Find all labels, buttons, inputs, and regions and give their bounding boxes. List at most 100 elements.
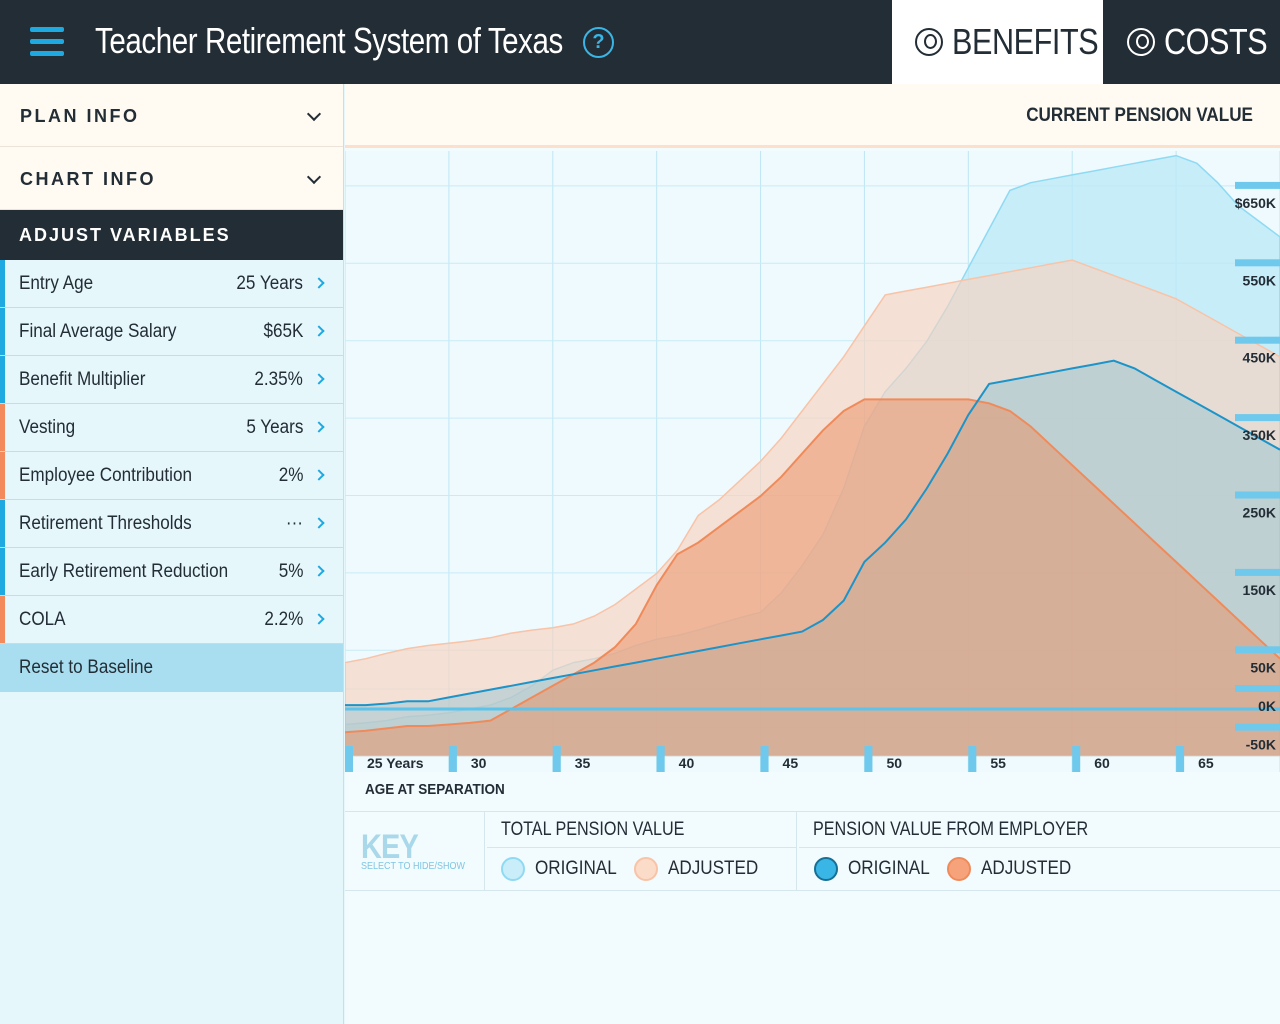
chart-panel: CURRENT PENSION VALUE $650K 550K 450K 350K 2… — [345, 84, 1280, 1024]
pension-chart: $650K 550K 450K 350K 250K 150K 50K 0K -50K 25 Yea… — [345, 151, 1280, 772]
variable-row[interactable]: Vesting 5 Years — [0, 404, 343, 452]
tab-benefits-label: BENEFITS — [952, 21, 1099, 62]
swatch-employer-original — [814, 857, 838, 881]
series-employer-adjusted-line — [345, 398, 1280, 734]
tab-benefits[interactable]: BENEFITS — [892, 0, 1103, 84]
chevron-down-icon — [306, 169, 322, 185]
row-accent — [0, 500, 5, 547]
help-icon[interactable]: ? — [583, 27, 614, 58]
y-tick-label: 50K — [1250, 659, 1276, 675]
tab-costs-label: COSTS — [1164, 21, 1268, 62]
variable-label: Entry Age — [19, 273, 94, 294]
y-tick-label: $650K — [1235, 195, 1276, 211]
chevron-right-icon — [313, 469, 325, 481]
y-tick-marker — [1235, 259, 1280, 267]
swatch-employer-adjusted — [947, 857, 971, 881]
x-tick-marker — [968, 746, 977, 772]
row-accent — [0, 548, 5, 595]
y-tick-label: 450K — [1243, 350, 1276, 366]
x-tick-marker — [864, 746, 873, 772]
variable-value: 2% — [278, 465, 303, 486]
x-tick-label: 60 — [1094, 755, 1110, 771]
key-employer-adjusted[interactable]: ADJUSTED — [947, 856, 1081, 882]
variable-value: $65K — [263, 321, 303, 342]
top-bar: Teacher Retirement System of Texas ? BEN… — [0, 0, 1280, 84]
tab-costs[interactable]: COSTS — [1103, 0, 1280, 84]
variable-label: Vesting — [19, 417, 76, 438]
swatch-total-original — [501, 857, 525, 881]
person-icon — [915, 28, 943, 56]
variable-value: 2.35% — [254, 369, 303, 390]
x-axis-title: AGE AT SEPARATION — [365, 781, 505, 798]
adjust-variables-header: ADJUST VARIABLES — [0, 210, 343, 260]
chart-info-accordion[interactable]: CHART INFO — [0, 147, 343, 210]
app-title: Teacher Retirement System of Texas — [95, 20, 563, 61]
row-accent — [0, 452, 5, 499]
chevron-right-icon — [313, 565, 325, 577]
x-tick-marker — [760, 746, 769, 772]
chart-header: CURRENT PENSION VALUE — [345, 84, 1280, 148]
x-tick-label: 45 — [783, 755, 799, 771]
y-tick-marker — [1235, 723, 1280, 731]
row-accent — [0, 596, 5, 643]
variable-label: Benefit Multiplier — [19, 369, 146, 390]
y-tick-marker — [1235, 685, 1280, 692]
group-icon — [1127, 28, 1155, 56]
x-tick-label: 35 — [575, 755, 591, 771]
x-tick-label: 65 — [1198, 755, 1214, 771]
series-employer-adjusted-area — [345, 399, 1280, 756]
variable-value: 25 Years — [236, 273, 303, 294]
chart-info-label: CHART INFO — [20, 169, 156, 189]
variable-label: Early Retirement Reduction — [19, 561, 229, 582]
chevron-right-icon — [313, 373, 325, 385]
variable-row[interactable]: Final Average Salary $65K — [0, 308, 343, 356]
variable-value: 5% — [278, 561, 303, 582]
key-group-employer: PENSION VALUE FROM EMPLOYER ORIGINAL ADJ… — [799, 812, 1280, 890]
chevron-right-icon — [313, 421, 325, 433]
chevron-right-icon — [313, 325, 325, 337]
chevron-right-icon — [313, 517, 325, 529]
variable-value: 2.2% — [264, 609, 303, 630]
variable-row[interactable]: COLA 2.2% — [0, 596, 343, 644]
y-tick-label: 550K — [1243, 272, 1276, 288]
swatch-total-adjusted — [634, 857, 658, 881]
x-tick-marker — [552, 746, 561, 772]
menu-icon[interactable] — [30, 27, 64, 57]
sidebar: PLAN INFO CHART INFO ADJUST VARIABLES En… — [0, 84, 344, 1024]
variable-row[interactable]: Retirement Thresholds ··· — [0, 500, 343, 548]
x-tick-label: 25 Years — [367, 755, 424, 771]
chart-title: CURRENT PENSION VALUE — [1026, 105, 1253, 126]
variable-row[interactable]: Benefit Multiplier 2.35% — [0, 356, 343, 404]
plan-info-label: PLAN INFO — [20, 106, 140, 126]
row-accent — [0, 356, 5, 403]
key-total-original[interactable]: ORIGINAL — [501, 856, 626, 882]
key-label: ADJUSTED — [981, 858, 1072, 879]
plan-info-accordion[interactable]: PLAN INFO — [0, 84, 343, 147]
y-tick-marker — [1235, 568, 1280, 576]
key-group-total: TOTAL PENSION VALUE ORIGINAL ADJUSTED — [487, 812, 797, 890]
row-accent — [0, 260, 5, 307]
chevron-right-icon — [313, 277, 325, 289]
variable-row[interactable]: Early Retirement Reduction 5% — [0, 548, 343, 596]
x-tick-marker — [345, 746, 353, 772]
variable-label: Retirement Thresholds — [19, 513, 192, 534]
x-tick-marker — [448, 746, 457, 772]
variable-row[interactable]: Entry Age 25 Years — [0, 260, 343, 308]
y-tick-marker — [1235, 336, 1280, 344]
key-label: ORIGINAL — [848, 858, 930, 879]
y-tick-marker — [1235, 646, 1280, 654]
variable-value: 5 Years — [245, 417, 303, 438]
row-accent — [0, 404, 5, 451]
row-accent — [0, 308, 5, 355]
variable-list: Entry Age 25 Years Final Average Salary $65… — [0, 260, 343, 644]
y-tick-label: -50K — [1246, 737, 1276, 753]
key-total-adjusted[interactable]: ADJUSTED — [634, 856, 768, 882]
key-employer-original[interactable]: ORIGINAL — [814, 856, 939, 882]
x-tick-marker — [1072, 746, 1081, 772]
y-tick-label: 250K — [1243, 505, 1276, 521]
reset-button[interactable]: Reset to Baseline — [0, 644, 343, 692]
variable-label: Final Average Salary — [19, 321, 177, 342]
variable-row[interactable]: Employee Contribution 2% — [0, 452, 343, 500]
y-tick-marker — [1235, 491, 1280, 499]
y-tick-marker — [1235, 414, 1280, 422]
